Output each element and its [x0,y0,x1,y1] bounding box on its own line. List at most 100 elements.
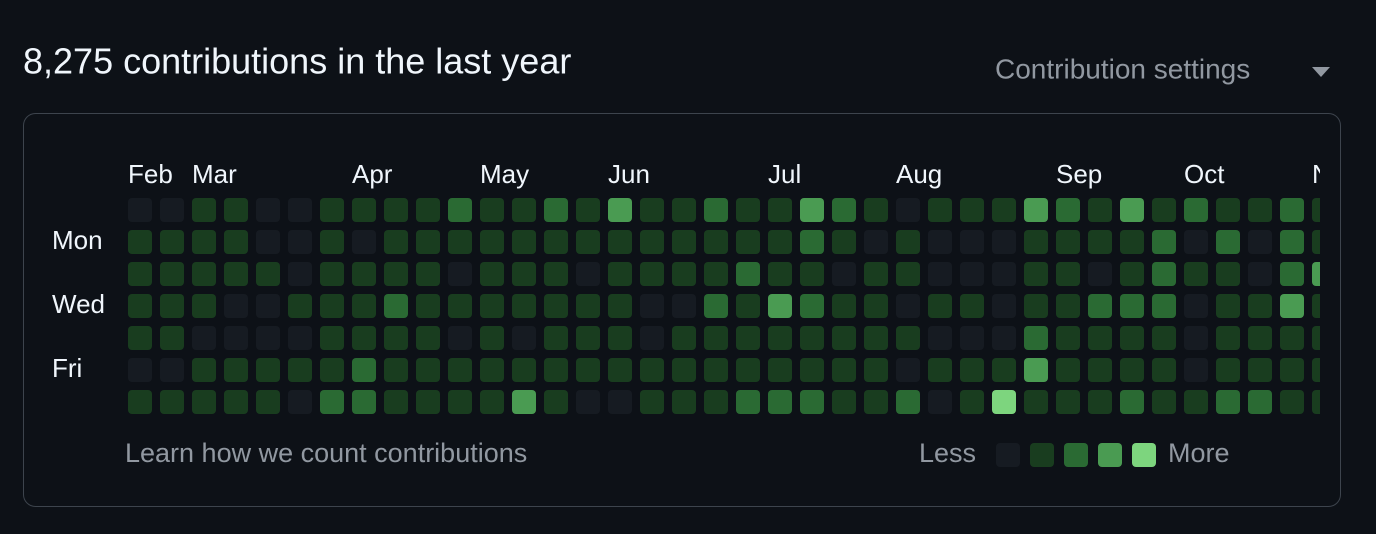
day-cell [512,358,536,382]
title: 8,275 contributions in the last year [23,41,571,82]
settings-button[interactable]: Contribution settings [995,53,1330,84]
day-cell [384,262,408,286]
day-cell [1056,198,1080,222]
day-cell [576,262,600,286]
day-cell [320,230,344,254]
day-cell [256,262,280,286]
day-cell [288,294,312,318]
day-cell [1312,294,1320,318]
day-cell [288,358,312,382]
day-cell [832,294,856,318]
day-cell [512,326,536,350]
day-cell [960,326,984,350]
day-cell [992,326,1016,350]
day-cell [352,230,376,254]
day-cell [320,294,344,318]
day-cell [1248,294,1272,318]
day-cell [480,198,504,222]
day-cell [1216,358,1240,382]
day-cell [576,294,600,318]
day-cell [736,262,760,286]
day-cell [544,294,568,318]
day-cell [512,262,536,286]
day-cell [704,198,728,222]
day-cell [480,262,504,286]
day-cell [320,262,344,286]
day-cell [640,390,664,414]
day-cell [1120,198,1144,222]
day-cell [608,294,632,318]
day-cell [832,262,856,286]
day-cell [128,390,152,414]
day-cell [288,198,312,222]
month-label: Apr [352,159,393,189]
day-cell [704,326,728,350]
day-cell [128,294,152,318]
day-cell [640,326,664,350]
legend-swatch [1132,443,1156,467]
day-cell [1216,294,1240,318]
day-cell [1024,230,1048,254]
day-cell [384,198,408,222]
day-cell [1216,326,1240,350]
day-cell [192,230,216,254]
day-cell [384,294,408,318]
day-cell [480,358,504,382]
day-cell [704,262,728,286]
day-cell [992,390,1016,414]
day-cell [448,262,472,286]
day-cell [800,294,824,318]
day-cell [224,262,248,286]
day-cell [1056,326,1080,350]
day-cell [224,230,248,254]
day-cell [736,294,760,318]
day-cell [512,294,536,318]
day-cell [1120,390,1144,414]
day-cell [896,262,920,286]
day-cell [1120,262,1144,286]
day-cell [288,390,312,414]
day-cell [256,230,280,254]
day-cell [1312,326,1320,350]
month-label: May [480,159,529,189]
day-cell [640,294,664,318]
day-cell [480,326,504,350]
day-cell [704,230,728,254]
day-cell [352,198,376,222]
day-cell [256,358,280,382]
day-cell [416,262,440,286]
day-cell [1088,262,1112,286]
day-cell [1152,230,1176,254]
month-label: Feb [128,159,173,189]
day-cell [1280,230,1304,254]
day-cell [832,358,856,382]
day-cell [800,262,824,286]
day-cell [1088,294,1112,318]
caret [1312,67,1330,77]
day-cell [928,230,952,254]
day-cell [960,358,984,382]
day-cell [1024,294,1048,318]
day-cell [448,230,472,254]
day-cell [864,230,888,254]
day-cell [1248,230,1272,254]
day-cell [672,390,696,414]
day-cell [1184,230,1208,254]
day-cell [736,326,760,350]
day-cell [960,198,984,222]
day-cell [1120,358,1144,382]
day-cell [1152,390,1176,414]
day-cell [224,198,248,222]
day-cell [384,390,408,414]
day-label: Mon [52,225,103,255]
day-cell [1088,358,1112,382]
day-cell [768,294,792,318]
day-cell [128,262,152,286]
day-cell [1056,358,1080,382]
day-cell [192,198,216,222]
learn-link[interactable]: Learn how we count contributions [125,438,527,468]
day-cell [320,326,344,350]
month-label: Nov [1312,159,1358,189]
settings-label[interactable]: Contribution settings [995,53,1250,84]
day-cell [672,358,696,382]
